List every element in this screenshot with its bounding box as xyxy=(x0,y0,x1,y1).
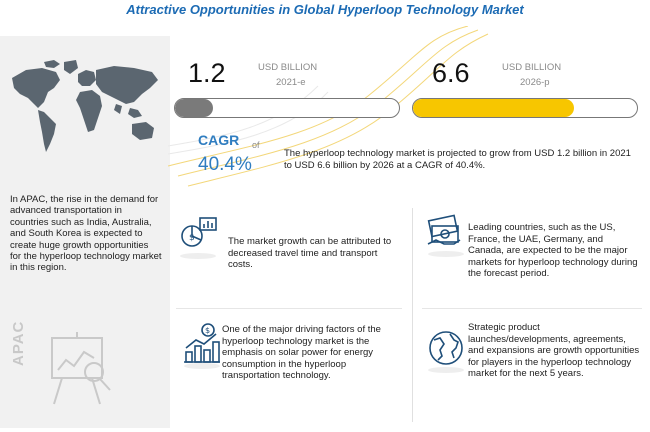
insight-text-1: The market growth can be attributed to d… xyxy=(228,236,392,271)
horizontal-divider-left xyxy=(176,308,402,309)
insight-text-3: One of the major driving factors of the … xyxy=(222,324,381,382)
apac-description: In APAC, the rise in the demand for adva… xyxy=(10,194,162,274)
page-title: Attractive Opportunities in Global Hyper… xyxy=(126,2,524,17)
money-globe-icon xyxy=(427,214,464,257)
svg-text:$: $ xyxy=(205,326,210,335)
growth-chart-icon: $ xyxy=(184,323,220,369)
cagr-value: 40.4% xyxy=(198,154,252,175)
decorative-lines xyxy=(168,26,489,187)
market-summary: The hyperloop technology market is proje… xyxy=(284,148,631,171)
left-panel: In APAC, the rise in the demand for adva… xyxy=(0,36,170,428)
start-progress-bar xyxy=(174,98,400,118)
world-map-icon xyxy=(12,60,158,152)
end-progress-fill xyxy=(413,99,575,117)
end-year: 2026-p xyxy=(520,77,550,88)
vertical-divider xyxy=(412,208,413,422)
cost-analysis-icon: $ xyxy=(180,217,217,259)
start-progress-fill xyxy=(175,99,214,117)
insight-text-2: Leading countries, such as the US, Franc… xyxy=(468,222,638,280)
presentation-board-icon xyxy=(51,332,111,405)
svg-text:$: $ xyxy=(189,233,195,243)
end-progress-bar xyxy=(412,98,638,118)
cagr-label: CAGR xyxy=(198,132,240,148)
end-unit: USD BILLION xyxy=(502,62,562,73)
cagr-of: of xyxy=(252,140,260,150)
region-label: APAC xyxy=(10,320,27,366)
horizontal-divider-right xyxy=(422,308,642,309)
start-value: 1.2 xyxy=(188,58,226,88)
start-year: 2021-e xyxy=(276,77,306,88)
end-value: 6.6 xyxy=(432,58,470,88)
start-unit: USD BILLION xyxy=(258,62,318,73)
insight-text-4: Strategic product launches/developments,… xyxy=(468,322,640,380)
globe-icon xyxy=(428,331,464,373)
